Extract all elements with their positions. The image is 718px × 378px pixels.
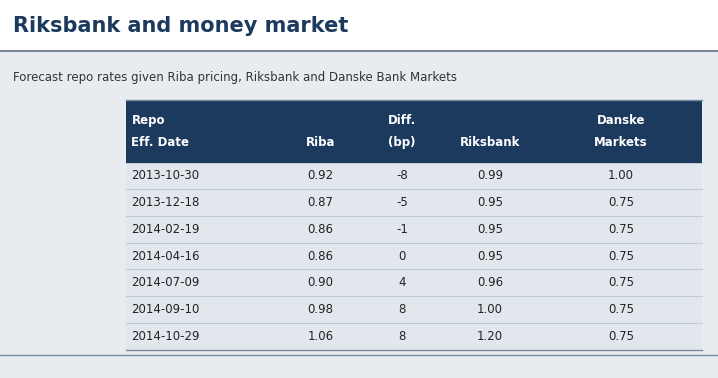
Text: 1.20: 1.20 — [477, 330, 503, 343]
Text: (bp): (bp) — [388, 136, 416, 149]
Text: 0.86: 0.86 — [307, 223, 334, 236]
Text: 0.75: 0.75 — [608, 276, 634, 289]
Text: 1.00: 1.00 — [477, 303, 503, 316]
Text: 0.87: 0.87 — [307, 196, 334, 209]
Text: -5: -5 — [396, 196, 408, 209]
Text: Forecast repo rates given Riba pricing, Riksbank and Danske Bank Markets: Forecast repo rates given Riba pricing, … — [13, 71, 457, 84]
Text: Riksbank: Riksbank — [460, 136, 521, 149]
Text: 0.98: 0.98 — [307, 303, 334, 316]
Text: 1.00: 1.00 — [608, 169, 634, 183]
Text: 8: 8 — [398, 330, 406, 343]
Text: 0.95: 0.95 — [477, 223, 503, 236]
Text: 0.75: 0.75 — [608, 196, 634, 209]
Text: -1: -1 — [396, 223, 408, 236]
Text: 0.95: 0.95 — [477, 249, 503, 263]
Text: 4: 4 — [398, 276, 406, 289]
Text: 2014-02-19: 2014-02-19 — [131, 223, 200, 236]
Text: Eff. Date: Eff. Date — [131, 136, 190, 149]
Text: 2014-04-16: 2014-04-16 — [131, 249, 200, 263]
Text: 2013-10-30: 2013-10-30 — [131, 169, 200, 183]
Text: 0: 0 — [398, 249, 406, 263]
Text: 0.75: 0.75 — [608, 223, 634, 236]
Text: 8: 8 — [398, 303, 406, 316]
Text: 0.86: 0.86 — [307, 249, 334, 263]
Text: 0.96: 0.96 — [477, 276, 503, 289]
Text: 0.75: 0.75 — [608, 303, 634, 316]
Text: 2013-12-18: 2013-12-18 — [131, 196, 200, 209]
Text: Markets: Markets — [595, 136, 648, 149]
Text: Repo: Repo — [131, 114, 165, 127]
Text: 0.90: 0.90 — [307, 276, 334, 289]
Text: 0.99: 0.99 — [477, 169, 503, 183]
Text: Riksbank and money market: Riksbank and money market — [13, 15, 348, 36]
Text: 0.75: 0.75 — [608, 249, 634, 263]
Text: 2014-09-10: 2014-09-10 — [131, 303, 200, 316]
Text: 0.75: 0.75 — [608, 330, 634, 343]
Text: 0.95: 0.95 — [477, 196, 503, 209]
Text: Danske: Danske — [597, 114, 645, 127]
Text: -8: -8 — [396, 169, 408, 183]
Text: Diff.: Diff. — [388, 114, 416, 127]
Text: 2014-10-29: 2014-10-29 — [131, 330, 200, 343]
Text: 1.06: 1.06 — [307, 330, 334, 343]
Text: Riba: Riba — [306, 136, 335, 149]
Text: 2014-07-09: 2014-07-09 — [131, 276, 200, 289]
Text: 0.92: 0.92 — [307, 169, 334, 183]
